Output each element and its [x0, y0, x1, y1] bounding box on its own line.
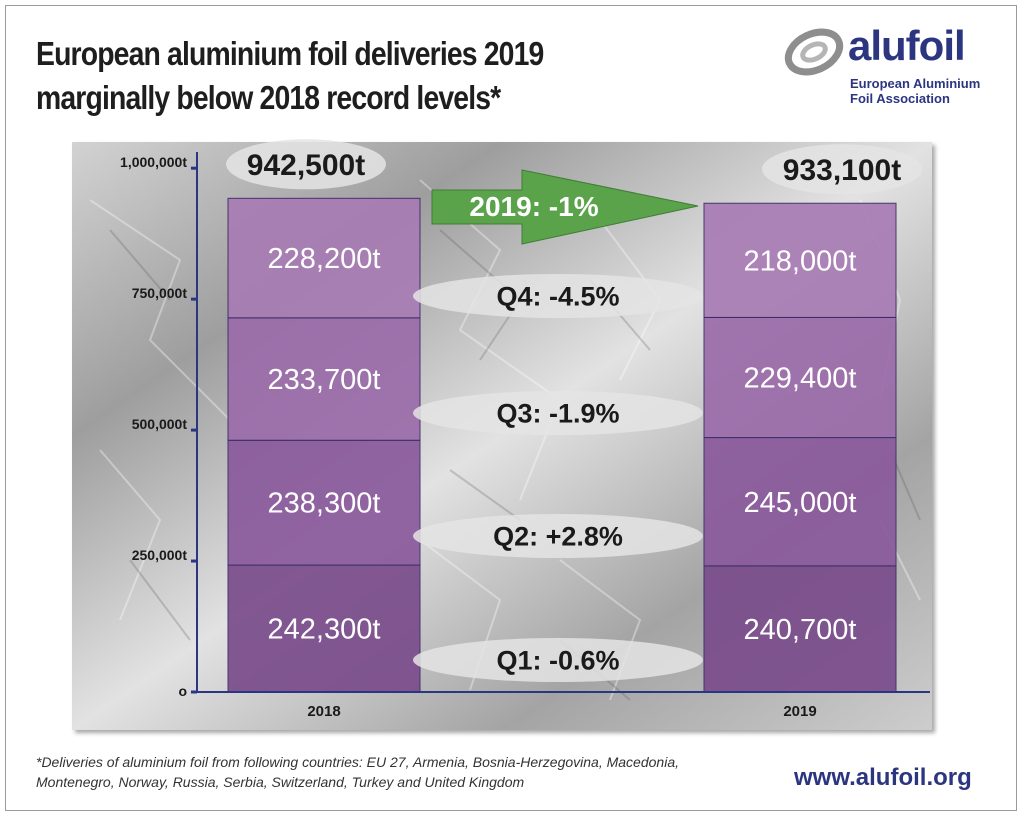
- quarter-change-q3-bubble: [413, 391, 703, 435]
- quarter-change-q4-bubble: [413, 274, 703, 318]
- bar-2018-q2: [227, 439, 421, 566]
- x-tick-label-2018: 2018: [307, 703, 340, 720]
- bar-label-2018-q4: 228,200t: [268, 243, 381, 275]
- bar-label-2019-q4: 218,000t: [744, 245, 857, 277]
- quarter-change-q4: Q4: -4.5%: [496, 282, 619, 312]
- logo-subtitle: European Aluminium Foil Association: [850, 76, 980, 106]
- website-link[interactable]: www.alufoil.org: [794, 764, 972, 791]
- total-label-2018: 942,500t: [247, 149, 365, 182]
- logo-subtitle-line-2: Foil Association: [850, 91, 950, 106]
- bar-label-2018-q3: 233,700t: [268, 364, 381, 396]
- x-tick-label-2019: 2019: [783, 703, 816, 720]
- quarter-change-q1: Q1: -0.6%: [496, 646, 619, 676]
- bar-2019-q4: [703, 202, 897, 318]
- y-tick-label-3: 750,000t: [132, 285, 188, 301]
- quarter-change-q2-bubble: [413, 514, 703, 558]
- bar-label-2018-q1: 242,300t: [268, 614, 381, 646]
- bar-2018-q3: [227, 317, 421, 441]
- total-label-2018-bubble: [226, 139, 386, 190]
- bar-label-2019-q2: 245,000t: [744, 487, 857, 519]
- total-label-2019: 933,100t: [783, 154, 901, 187]
- y-tick-label-0: o: [178, 683, 187, 699]
- bar-label-2019-q3: 229,400t: [744, 363, 857, 395]
- y-tick-label-1: 250,000t: [132, 547, 188, 563]
- change-arrow: [431, 169, 699, 245]
- bar-label-2018-q2: 238,300t: [268, 488, 381, 520]
- bar-2018-q4: [227, 197, 421, 319]
- footnote: *Deliveries of aluminium foil from follo…: [36, 754, 679, 790]
- logo-subtitle-line-1: European Aluminium: [850, 76, 981, 91]
- bar-2019-q2: [703, 437, 897, 567]
- swirl-logo-icon: [784, 28, 844, 76]
- total-label-2019-bubble: [762, 144, 922, 195]
- bar-2019-q3: [703, 316, 897, 439]
- bar-label-2019-q1: 240,700t: [744, 614, 857, 646]
- quarter-change-q2: Q2: +2.8%: [493, 522, 623, 552]
- logo-wordmark: alufoil: [848, 22, 966, 69]
- overall-change-label: 2019: -1%: [469, 191, 598, 222]
- quarter-change-q3: Q3: -1.9%: [496, 399, 619, 429]
- chart-title-line-1: European aluminium foil deliveries 2019: [36, 35, 544, 72]
- quarter-change-q1-bubble: [413, 638, 703, 682]
- chart-title-line-2: marginally below 2018 record levels*: [36, 79, 501, 116]
- y-tick-label-4: 1,000,000t: [120, 154, 187, 170]
- bar-2018-q1: [227, 564, 421, 693]
- y-tick-label-2: 500,000t: [132, 416, 188, 432]
- alufoil-logo: alufoil European Aluminium Foil Associat…: [782, 22, 992, 112]
- chart-title: European aluminium foil deliveries 2019 …: [36, 32, 544, 120]
